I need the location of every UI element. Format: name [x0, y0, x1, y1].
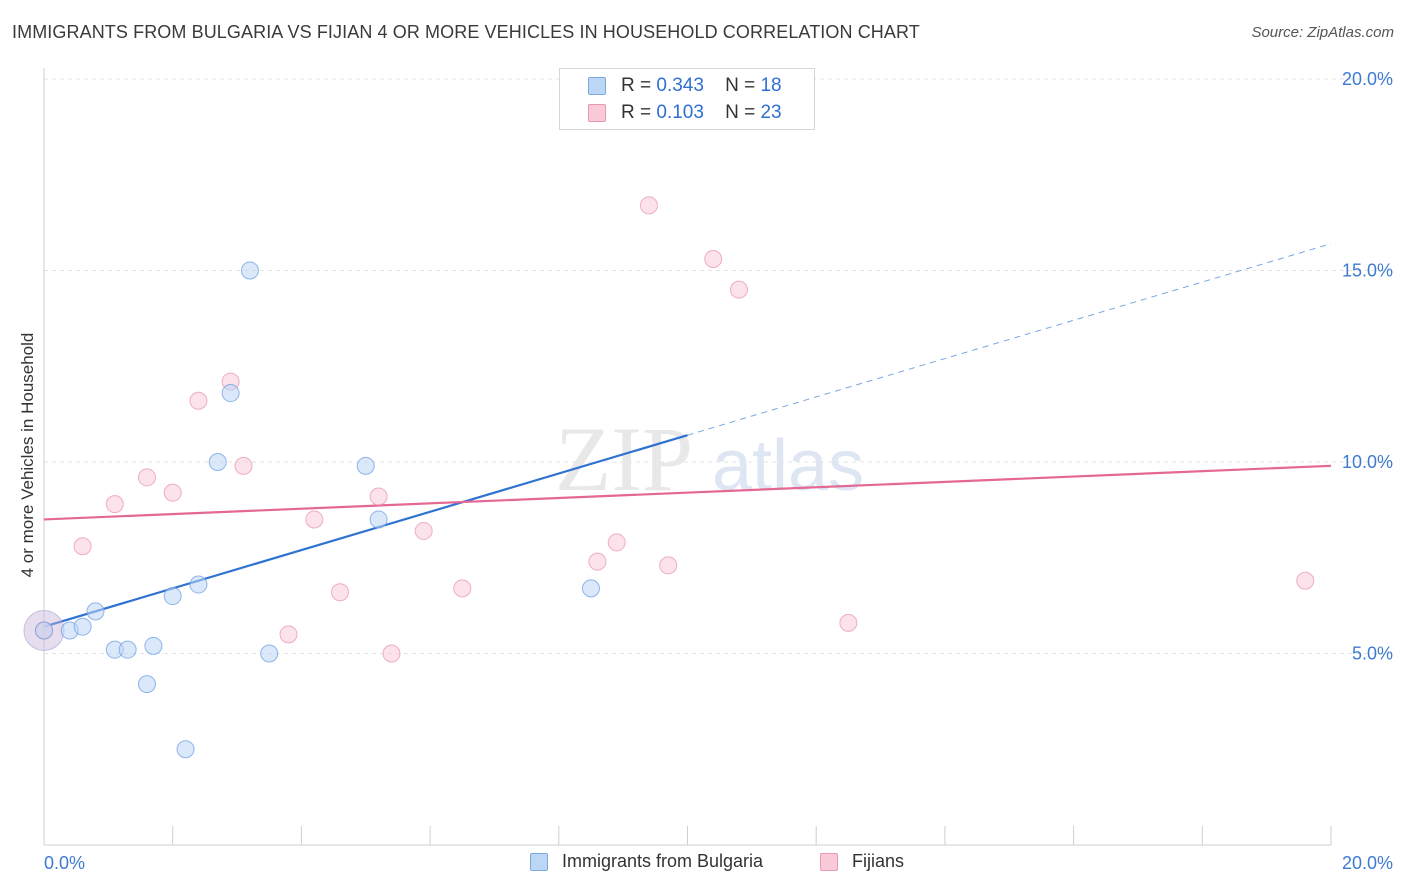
legend-label-bulgaria: Immigrants from Bulgaria	[562, 851, 764, 871]
data-point-fijians	[639, 196, 658, 215]
data-point-bulgaria	[369, 510, 388, 529]
data-point-fijians	[105, 495, 124, 514]
data-point-bulgaria	[260, 644, 279, 663]
r-value: 0.343	[656, 75, 704, 96]
data-point-bulgaria	[118, 640, 137, 659]
r-value: 0.103	[656, 102, 704, 123]
r-label: R =	[621, 75, 652, 96]
data-point-fijians	[73, 537, 92, 556]
data-point-bulgaria	[35, 621, 53, 640]
trendline-fijians	[43, 464, 1332, 521]
y-axis-label: 4 or more Vehicles in Household	[18, 332, 37, 578]
data-point-bulgaria	[86, 602, 105, 621]
data-point-fijians	[729, 280, 748, 299]
data-point-bulgaria	[240, 261, 259, 280]
legend-label-fijians: Fijians	[852, 851, 905, 871]
source-note: Source: ZipAtlas.com	[1251, 24, 1394, 41]
watermark-atlas: atlas	[712, 426, 864, 506]
x-tick-label: 0.0%	[44, 853, 85, 873]
data-point-fijians	[189, 391, 208, 410]
y-tick-label: 20.0%	[1342, 69, 1393, 89]
data-point-bulgaria	[208, 453, 227, 471]
data-point-fijians	[704, 250, 723, 269]
data-point-fijians	[279, 625, 298, 644]
data-point-fijians	[659, 556, 678, 575]
watermark: ZIP atlas	[555, 408, 864, 510]
r-label: R =	[621, 102, 652, 123]
data-point-bulgaria	[137, 675, 156, 694]
data-point-fijians	[137, 468, 156, 487]
n-value: 23	[760, 102, 782, 123]
legend-swatch-bulgaria	[530, 853, 548, 871]
data-point-fijians	[163, 483, 182, 502]
data-point-fijians	[414, 521, 433, 540]
data-point-bulgaria	[356, 456, 375, 475]
data-point-bulgaria	[73, 617, 92, 636]
legend-swatch-fijians	[820, 853, 838, 871]
n-label: N =	[725, 102, 756, 123]
data-point-fijians	[588, 552, 607, 571]
x-tick-label: 20.0%	[1342, 853, 1393, 873]
data-point-bulgaria	[144, 636, 163, 655]
data-point-bulgaria	[189, 575, 208, 594]
legend-swatch-fijians	[588, 104, 606, 122]
data-point-fijians	[382, 644, 401, 663]
chart-title: IMMIGRANTS FROM BULGARIA VS FIJIAN 4 OR …	[12, 22, 920, 42]
n-value: 18	[760, 75, 782, 96]
legend-swatch-bulgaria	[588, 77, 606, 95]
data-point-fijians	[839, 613, 858, 632]
data-point-fijians	[305, 510, 324, 529]
data-point-fijians	[369, 487, 388, 506]
data-point-fijians	[331, 583, 350, 602]
data-point-bulgaria	[581, 579, 600, 598]
data-point-fijians	[234, 456, 253, 475]
data-point-fijians	[607, 533, 626, 552]
data-point-bulgaria	[163, 587, 182, 606]
y-tick-label: 10.0%	[1342, 452, 1393, 472]
stats-legend: R = 0.343 N = 18 R = 0.103 N = 23	[559, 68, 815, 130]
data-point-bulgaria	[176, 740, 195, 759]
data-point-fijians	[1296, 571, 1315, 590]
y-tick-label: 5.0%	[1352, 644, 1393, 664]
trendline-bulgaria	[43, 434, 688, 628]
data-point-fijians	[453, 579, 472, 598]
n-label: N =	[725, 75, 756, 96]
trendline-bulgaria-extrapolated	[687, 243, 1332, 436]
data-point-bulgaria	[221, 384, 240, 403]
y-tick-label: 15.0%	[1342, 261, 1393, 281]
